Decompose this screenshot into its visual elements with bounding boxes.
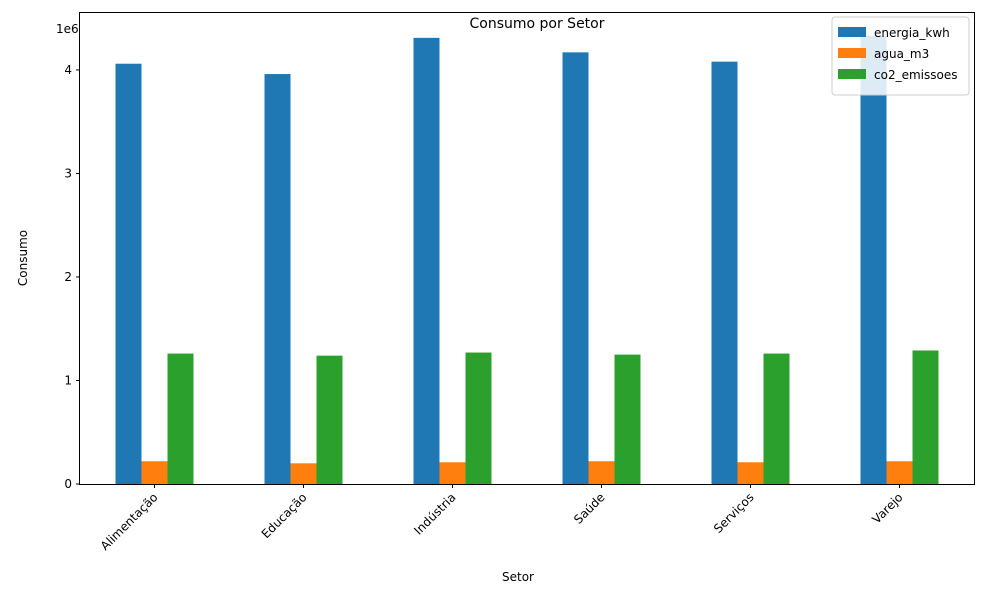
y-tick-label: 1: [64, 373, 72, 387]
bars-group: [115, 35, 939, 485]
bar-agua_m3-1: [290, 463, 317, 484]
bar-agua_m3-3: [588, 461, 615, 484]
bar-energia_kwh-1: [264, 74, 291, 485]
y-tick-label: 0: [64, 477, 72, 491]
legend-label-co2_emissoes: co2_emissoes: [874, 68, 957, 82]
y-tick-label: 3: [64, 166, 72, 180]
bar-energia_kwh-4: [711, 61, 738, 485]
bar-energia_kwh-3: [562, 52, 589, 484]
y-axis: 0 1 2 3 4: [64, 63, 80, 491]
x-axis-label: Setor: [502, 570, 534, 584]
bar-agua_m3-2: [439, 462, 466, 484]
legend-box: [831, 16, 970, 96]
bar-co2_emissoes-2: [465, 352, 492, 484]
legend-label-agua_m3: agua_m3: [874, 47, 929, 61]
chart-title: Consumo por Setor: [469, 16, 604, 32]
plot-frame: [79, 12, 975, 485]
legend-label-energia_kwh: energia_kwh: [874, 26, 950, 40]
legend: energia_kwh agua_m3 co2_emissoes: [831, 16, 970, 96]
bar-co2_emissoes-1: [316, 355, 343, 484]
bar-agua_m3-0: [141, 461, 168, 484]
bar-co2_emissoes-5: [912, 350, 939, 484]
legend-swatch-co2_emissoes: [838, 69, 866, 79]
y-offset-label: 1e6: [56, 22, 79, 36]
bar-agua_m3-5: [886, 461, 913, 484]
bar-co2_emissoes-4: [763, 353, 790, 484]
y-axis-label: Consumo: [16, 230, 30, 286]
bar-co2_emissoes-0: [167, 353, 194, 484]
bar-energia_kwh-0: [115, 63, 142, 484]
legend-swatch-energia_kwh: [838, 27, 866, 37]
bar-agua_m3-4: [737, 462, 764, 484]
y-tick-label: 4: [64, 63, 72, 77]
legend-swatch-agua_m3: [838, 48, 866, 58]
y-tick-label: 2: [64, 270, 72, 284]
bar-co2_emissoes-3: [614, 354, 641, 484]
bar-energia_kwh-2: [413, 37, 440, 484]
bar-energia_kwh-5: [860, 35, 887, 485]
